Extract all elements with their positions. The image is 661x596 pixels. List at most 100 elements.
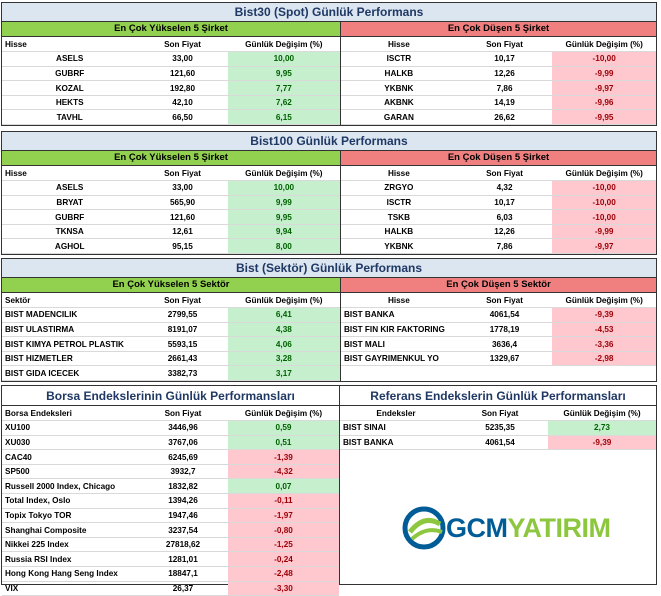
ticker-cell: BIST MALI xyxy=(341,336,457,352)
index-name-cell: Russell 2000 Index, Chicago xyxy=(2,478,138,495)
ticker-cell: BIST HIZMETLER xyxy=(2,351,138,367)
price-cell: 10,17 xyxy=(456,195,553,211)
change-cell: -9,97 xyxy=(552,80,656,96)
change-cell: 9,95 xyxy=(227,209,340,225)
bist30-gainers-pane: Hisse Son Fiyat Günlük Değişim (%) ASELS 33,… xyxy=(2,37,341,126)
table-row: GUBRF 121,60 9,95 xyxy=(2,209,340,225)
table-row: BIST KIMYA PETROL PLASTIK 5593,15 4,06 xyxy=(2,336,340,352)
bist100-gainers-table: Hisse Son Fiyat Günlük Değişim (%) ASELS 33,… xyxy=(2,166,340,255)
ticker-cell: GUBRF xyxy=(2,209,138,225)
change-cell: -9,95 xyxy=(552,109,656,126)
price-cell: 3237,54 xyxy=(138,522,228,538)
table-row: ASELS 33,00 10,00 xyxy=(2,180,340,196)
column-header-row: Borsa Endeksleri Son Fiyat Günlük Değişim … xyxy=(2,406,339,422)
price-cell: 1778,19 xyxy=(456,322,553,338)
column-header-row: Sektör Son Fiyat Günlük Değişim (%) xyxy=(2,293,340,309)
change-cell: -0,11 xyxy=(228,493,339,509)
bist100-losers-table: Hisse Son Fiyat Günlük Değişim (%) ZRGYO 4,3… xyxy=(341,166,656,255)
ticker-cell: ISCTR xyxy=(341,195,457,211)
price-cell: 8191,07 xyxy=(137,322,228,338)
change-cell: 2,73 xyxy=(548,420,656,436)
table-row: BIST ULASTIRMA 8191,07 4,38 xyxy=(2,322,340,338)
ticker-cell: YKBNK xyxy=(341,80,457,96)
change-cell: -4,53 xyxy=(552,322,656,338)
column-header: Hisse xyxy=(341,293,457,309)
price-cell: 26,62 xyxy=(456,109,553,126)
table-row: Hong Kong Hang Seng Index 18847,1 -2,48 xyxy=(2,566,339,582)
column-header: Son Fiyat xyxy=(456,293,553,309)
change-cell: -10,00 xyxy=(552,195,656,211)
bist100-section: Bist100 Günlük Performans En Çok Yüksele… xyxy=(1,131,657,256)
change-cell: -0,80 xyxy=(228,522,339,538)
ticker-cell: GARAN xyxy=(341,109,457,126)
index-name-cell: Shanghai Composite xyxy=(2,522,138,538)
bist100-title: Bist100 Günlük Performans xyxy=(2,132,656,151)
column-header: Hisse xyxy=(2,166,138,182)
price-cell: 42,10 xyxy=(137,95,228,111)
price-cell: 3382,73 xyxy=(137,365,228,382)
referans-title: Referans Endekslerin Günlük Performansla… xyxy=(340,386,656,406)
change-cell: 6,15 xyxy=(227,109,340,126)
index-name-cell: Total Index, Oslo xyxy=(2,493,138,509)
price-cell: 7,86 xyxy=(456,238,553,255)
bist30-losers-pane: Hisse Son Fiyat Günlük Değişim (%) ISCTR 10,… xyxy=(341,37,656,126)
table-row: BIST MALI 3636,4 -3,36 xyxy=(341,336,656,352)
sector-losers-table: Hisse Son Fiyat Günlük Değişim (%) BIST BAN… xyxy=(341,293,656,367)
table-row: GUBRF 121,60 9,95 xyxy=(2,66,340,82)
index-name-cell: XU100 xyxy=(2,420,138,436)
bist30-losers-table: Hisse Son Fiyat Günlük Değişim (%) ISCTR 10,… xyxy=(341,37,656,126)
gcm-globe-logo-icon xyxy=(402,506,446,550)
change-cell: 0,59 xyxy=(228,420,339,436)
price-cell: 1947,46 xyxy=(138,508,228,524)
change-cell: -1,25 xyxy=(228,537,339,553)
price-cell: 3636,4 xyxy=(456,336,553,352)
change-cell: -2,98 xyxy=(552,351,656,367)
sector-losers-header: En Çok Düşen 5 Sektör xyxy=(341,278,656,292)
ticker-cell: BIST ULASTIRMA xyxy=(2,322,138,338)
price-cell: 121,60 xyxy=(137,66,228,82)
price-cell: 1281,01 xyxy=(138,551,228,568)
price-cell: 5593,15 xyxy=(137,336,228,352)
column-header-row: Hisse Son Fiyat Günlük Değişim (%) xyxy=(341,166,656,182)
ticker-cell: BIST MADENCILIK xyxy=(2,307,138,323)
column-header: Hisse xyxy=(2,37,138,53)
index-name-cell: BIST BANKA xyxy=(340,435,452,451)
change-cell: 3,28 xyxy=(227,351,340,367)
change-cell: 3,17 xyxy=(227,365,340,382)
table-row: KOZAL 192,80 7,77 xyxy=(2,80,340,96)
table-row: XU030 3767,06 0,51 xyxy=(2,435,339,451)
table-row: HALKB 12,26 -9,99 xyxy=(341,224,656,240)
index-name-cell: Hong Kong Hang Seng Index xyxy=(2,566,138,582)
bist100-losers-header: En Çok Düşen 5 Şirket xyxy=(341,151,656,165)
sector-section: Bist (Sektör) Günlük Performans En Çok Y… xyxy=(1,258,657,383)
change-cell: 4,06 xyxy=(227,336,340,352)
table-row: AGHOL 95,15 8,00 xyxy=(2,238,340,255)
index-name-cell: VIX xyxy=(2,581,138,596)
table-row: BIST BANKA 4061,54 -9,39 xyxy=(340,435,656,451)
index-name-cell: Russia RSI Index xyxy=(2,551,138,568)
price-cell: 18847,1 xyxy=(138,566,228,582)
price-cell: 27818,62 xyxy=(138,537,228,553)
column-header: Son Fiyat xyxy=(452,406,548,422)
table-row: ISCTR 10,17 -10,00 xyxy=(341,195,656,211)
table-row: BIST FIN KIR FAKTORING 1778,19 -4,53 xyxy=(341,322,656,338)
table-row: YKBNK 7,86 -9,97 xyxy=(341,80,656,96)
borsa-section: Borsa Endekslerinin Günlük Performanslar… xyxy=(1,385,340,596)
bist100-gainers-header: En Çok Yükselen 5 Şirket xyxy=(2,151,341,165)
table-row: AKBNK 14,19 -9,96 xyxy=(341,95,656,111)
change-cell: 4,38 xyxy=(227,322,340,338)
change-cell: -1,97 xyxy=(228,508,339,524)
price-cell: 3446,96 xyxy=(138,420,228,436)
column-header: Günlük Değişim (%) xyxy=(552,293,656,309)
change-cell: 7,77 xyxy=(227,80,340,96)
price-cell: 3932,7 xyxy=(138,464,228,480)
change-cell: -10,00 xyxy=(552,180,656,196)
column-header: Son Fiyat xyxy=(137,166,228,182)
sector-gainers-pane: Sektör Son Fiyat Günlük Değişim (%) BIST MA… xyxy=(2,293,341,382)
change-cell: -3,36 xyxy=(552,336,656,352)
bist30-gainers-table: Hisse Son Fiyat Günlük Değişim (%) ASELS 33,… xyxy=(2,37,340,126)
ticker-cell: BIST FIN KIR FAKTORING xyxy=(341,322,457,338)
price-cell: 1394,26 xyxy=(138,493,228,509)
table-row: TSKB 6,03 -10,00 xyxy=(341,209,656,225)
ticker-cell: TKNSA xyxy=(2,224,138,240)
